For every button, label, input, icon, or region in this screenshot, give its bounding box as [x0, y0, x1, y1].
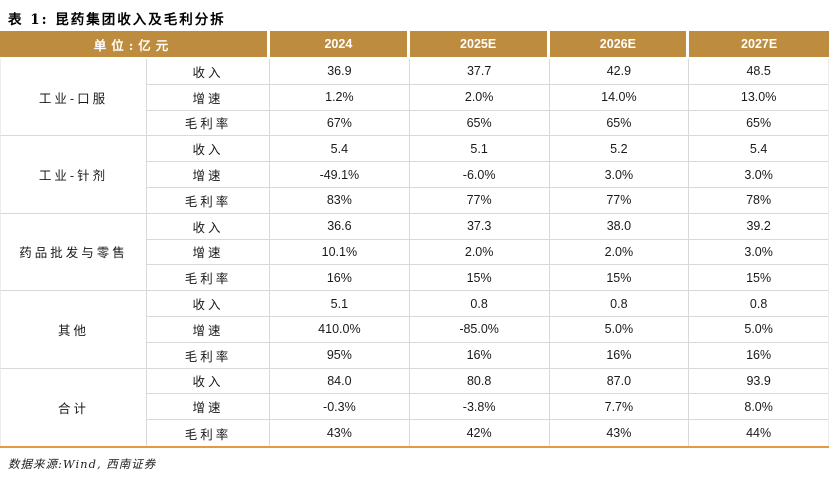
- value-cell: 3.0%: [689, 162, 829, 188]
- value-cell: 15%: [549, 265, 690, 292]
- metric-cell: 收入: [147, 291, 270, 317]
- revenue-gross-profit-table: 单位:亿元 2024 2025E 2026E 2027E 工业-口服 收入 36.9 37.7…: [0, 31, 829, 448]
- metric-cell: 增速: [147, 84, 270, 111]
- value-cell: 15%: [409, 265, 550, 292]
- value-cell: 15%: [689, 265, 829, 292]
- metric-cell: 收入: [147, 59, 270, 85]
- value-cell: 95%: [270, 342, 410, 369]
- category-cell: 工业-口服: [0, 59, 147, 137]
- value-cell: 5.4: [689, 136, 829, 163]
- value-cell: 93.9: [689, 368, 829, 395]
- value-cell: 1.2%: [270, 84, 410, 111]
- metric-cell: 增速: [147, 239, 270, 266]
- value-cell: 65%: [409, 110, 550, 137]
- value-cell: 10.1%: [270, 239, 410, 266]
- value-cell: 5.2: [549, 136, 690, 163]
- metric-cell: 毛利率: [147, 342, 270, 369]
- value-cell: 43%: [549, 420, 690, 446]
- year-header-2024: 2024: [270, 31, 410, 59]
- table-title: 表 1: 昆药集团收入及毛利分拆: [8, 12, 226, 28]
- value-cell: 16%: [549, 342, 690, 369]
- metric-cell: 增速: [147, 316, 270, 343]
- value-cell: 5.1: [270, 291, 410, 317]
- year-header-2026E: 2026E: [549, 31, 690, 59]
- value-cell: 43%: [270, 420, 410, 446]
- category-cell: 工业-针剂: [0, 136, 147, 214]
- value-cell: 84.0: [270, 368, 410, 395]
- value-cell: -49.1%: [270, 162, 410, 188]
- value-cell: 37.7: [409, 59, 550, 85]
- value-cell: 67%: [270, 110, 410, 137]
- metric-cell: 增速: [147, 394, 270, 421]
- year-header-2027E: 2027E: [689, 31, 829, 59]
- value-cell: 42%: [409, 420, 550, 446]
- metric-cell: 收入: [147, 136, 270, 163]
- value-cell: 39.2: [689, 213, 829, 240]
- value-cell: 77%: [549, 187, 690, 214]
- metric-cell: 收入: [147, 213, 270, 240]
- value-cell: 37.3: [409, 213, 550, 240]
- metric-cell: 毛利率: [147, 110, 270, 137]
- metric-cell: 收入: [147, 368, 270, 395]
- value-cell: 2.0%: [549, 239, 690, 266]
- value-cell: 36.9: [270, 59, 410, 85]
- metric-cell: 增速: [147, 162, 270, 188]
- data-source-note: 数据来源:Wind, 西南证券: [8, 456, 157, 471]
- value-cell: 48.5: [689, 59, 829, 85]
- value-cell: -3.8%: [409, 394, 550, 421]
- value-cell: 83%: [270, 187, 410, 214]
- value-cell: 5.0%: [689, 316, 829, 343]
- value-cell: 5.4: [270, 136, 410, 163]
- value-cell: 38.0: [549, 213, 690, 240]
- metric-cell: 毛利率: [147, 187, 270, 214]
- value-cell: -0.3%: [270, 394, 410, 421]
- year-header-2025E: 2025E: [409, 31, 550, 59]
- value-cell: 2.0%: [409, 239, 550, 266]
- category-cell: 其他: [0, 291, 147, 369]
- value-cell: 3.0%: [689, 239, 829, 266]
- value-cell: 8.0%: [689, 394, 829, 421]
- value-cell: 2.0%: [409, 84, 550, 111]
- value-cell: 16%: [270, 265, 410, 292]
- value-cell: -6.0%: [409, 162, 550, 188]
- value-cell: 0.8: [689, 291, 829, 317]
- value-cell: 36.6: [270, 213, 410, 240]
- value-cell: 65%: [549, 110, 690, 137]
- unit-header-cell: 单位:亿元: [0, 31, 270, 59]
- value-cell: 3.0%: [549, 162, 690, 188]
- value-cell: 16%: [689, 342, 829, 369]
- category-cell: 药品批发与零售: [0, 213, 147, 292]
- metric-cell: 毛利率: [147, 265, 270, 292]
- value-cell: 77%: [409, 187, 550, 214]
- value-cell: 0.8: [549, 291, 690, 317]
- value-cell: 5.0%: [549, 316, 690, 343]
- value-cell: 80.8: [409, 368, 550, 395]
- value-cell: 14.0%: [549, 84, 690, 111]
- value-cell: 410.0%: [270, 316, 410, 343]
- value-cell: 16%: [409, 342, 550, 369]
- value-cell: -85.0%: [409, 316, 550, 343]
- category-cell: 合计: [0, 368, 147, 446]
- value-cell: 44%: [689, 420, 829, 446]
- metric-cell: 毛利率: [147, 420, 270, 446]
- value-cell: 5.1: [409, 136, 550, 163]
- value-cell: 78%: [689, 187, 829, 214]
- value-cell: 87.0: [549, 368, 690, 395]
- value-cell: 42.9: [549, 59, 690, 85]
- value-cell: 0.8: [409, 291, 550, 317]
- value-cell: 65%: [689, 110, 829, 137]
- value-cell: 13.0%: [689, 84, 829, 111]
- value-cell: 7.7%: [549, 394, 690, 421]
